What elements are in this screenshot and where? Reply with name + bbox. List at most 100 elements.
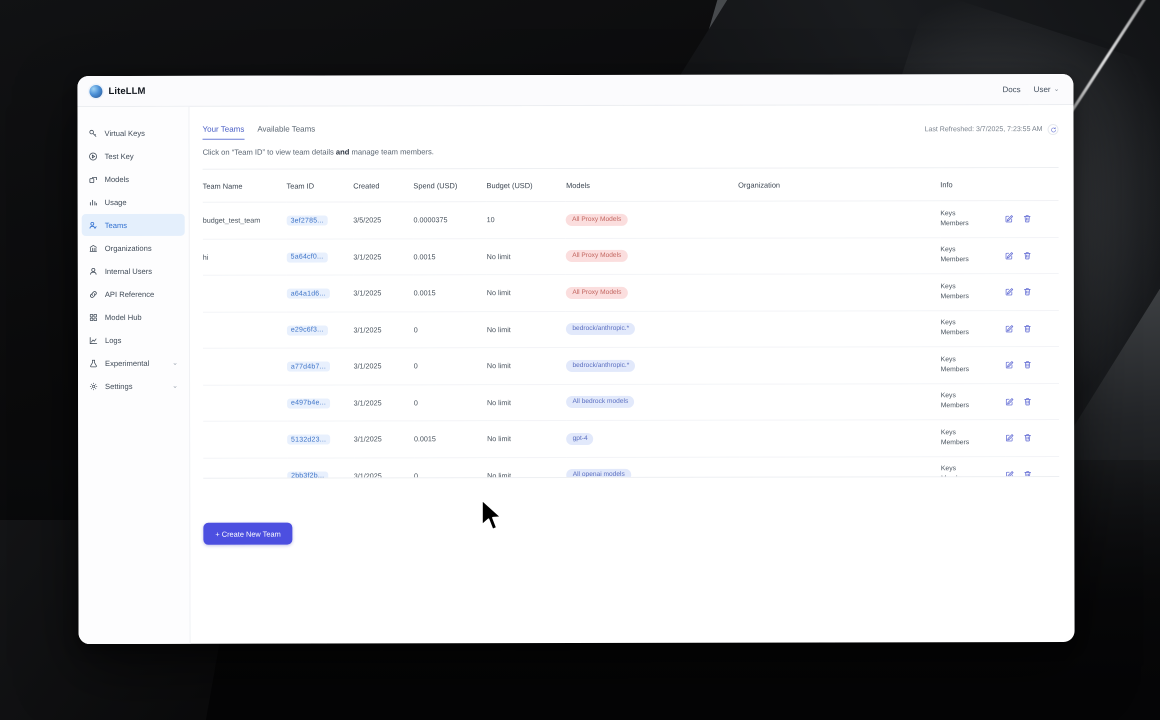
team-id-link[interactable]: 5a64cf0...	[286, 252, 328, 263]
user-icon	[89, 267, 98, 276]
chevron-down-icon[interactable]: ⌄	[172, 359, 179, 367]
cell-created: 3/1/2025	[353, 457, 415, 479]
cell-team-id: e497b4e...	[286, 384, 354, 422]
delete-team-button[interactable]	[1023, 287, 1032, 296]
edit-team-button[interactable]	[1005, 360, 1014, 369]
sidebar-item-usage[interactable]: Usage	[82, 191, 185, 213]
teams-table: Team Name Team ID Created Spend (USD) Budget…	[202, 167, 1060, 479]
table-row: 2bb3f2b... 3/1/2025 0 No limit All openai mo…	[203, 455, 1060, 479]
sidebar-item-logs[interactable]: Logs	[82, 329, 185, 351]
sidebar-item-label: Usage	[104, 197, 127, 207]
edit-team-button[interactable]	[1005, 287, 1014, 296]
cell-team-id: a77d4b7...	[286, 347, 354, 385]
cell-organization	[738, 383, 941, 421]
table-row: 5132d23... 3/1/2025 0.0015 No limit gpt-4 Key…	[203, 419, 1060, 458]
delete-team-button[interactable]	[1023, 433, 1032, 442]
column-header-created: Created	[353, 169, 414, 202]
create-new-team-button[interactable]: + Create New Team	[203, 522, 293, 545]
cell-team-id: 2bb3f2b...	[287, 457, 354, 479]
edit-team-button[interactable]	[1005, 397, 1014, 406]
play-circle-icon	[89, 152, 98, 161]
cell-created: 3/1/2025	[353, 347, 414, 385]
sidebar-item-test-key[interactable]: Test Key	[82, 145, 185, 167]
top-bar-actions: Docs User ⌄	[1002, 84, 1060, 94]
table-row: hi 5a64cf0... 3/1/2025 0.0015 No limit All Pr…	[202, 236, 1059, 276]
team-id-link[interactable]: e29c6f3...	[286, 325, 328, 336]
litellm-app-window: LiteLLM Docs User ⌄ Virtual Keys Test Key…	[77, 73, 1075, 645]
refresh-icon[interactable]	[1047, 123, 1059, 136]
row-action-group	[1005, 287, 1059, 296]
sidebar-item-api-reference[interactable]: API Reference	[82, 283, 185, 305]
cell-models: All Proxy Models	[566, 237, 739, 275]
model-badge: bedrock/anthropic.*	[566, 359, 636, 372]
info-line: Members	[940, 219, 969, 227]
row-action-group	[1005, 214, 1059, 223]
cell-models: All bedrock models	[566, 383, 739, 421]
sidebar-item-internal-users[interactable]: Internal Users	[82, 260, 185, 282]
team-id-link[interactable]: a64a1d6...	[286, 288, 330, 299]
sidebar-navigation: Virtual Keys Test Key Models Usage Teams Orga…	[77, 106, 191, 645]
teams-tabs: Your Teams Available Teams	[202, 124, 316, 140]
teams-table-scroll[interactable]: Team Name Team ID Created Spend (USD) Budget…	[202, 166, 1060, 479]
team-id-link[interactable]: 3ef2785...	[286, 215, 328, 226]
column-header-organization: Organization	[738, 168, 941, 202]
last-refreshed-label: Last Refreshed: 3/7/2025, 7:23:55 AM	[924, 126, 1043, 134]
cell-actions	[1004, 236, 1059, 274]
sidebar-item-teams[interactable]: Teams	[81, 213, 185, 237]
sidebar-item-label: Test Key	[104, 151, 134, 161]
delete-team-button[interactable]	[1023, 397, 1032, 406]
info-line: Keys	[940, 465, 957, 473]
cell-actions	[1005, 419, 1060, 457]
cell-actions	[1005, 346, 1060, 384]
cell-organization	[738, 310, 941, 348]
sidebar-item-label: Experimental	[104, 358, 150, 368]
page-header: Your Teams Available Teams Last Refreshed…	[202, 123, 1059, 140]
sidebar-item-models[interactable]: Models	[82, 168, 185, 190]
sidebar-item-settings[interactable]: Settings ⌄	[82, 375, 185, 397]
info-line: Keys	[940, 246, 956, 254]
cell-organization	[738, 346, 941, 384]
sidebar-item-experimental[interactable]: Experimental ⌄	[82, 352, 185, 374]
team-id-link[interactable]: 2bb3f2b...	[287, 471, 329, 479]
cell-models: gpt-4	[566, 420, 739, 458]
docs-link[interactable]: Docs	[1002, 84, 1021, 94]
users-icon	[89, 221, 98, 230]
user-menu[interactable]: User ⌄	[1034, 84, 1060, 94]
cell-created: 3/1/2025	[353, 384, 414, 421]
sidebar-item-model-hub[interactable]: Model Hub	[82, 306, 185, 328]
row-action-group	[1005, 324, 1059, 333]
last-refreshed-block: Last Refreshed: 3/7/2025, 7:23:55 AM	[924, 123, 1059, 136]
info-line: Members	[940, 365, 970, 373]
team-id-link[interactable]: a77d4b7...	[286, 361, 330, 372]
delete-team-button[interactable]	[1023, 360, 1032, 369]
chevron-down-icon[interactable]: ⌄	[172, 382, 179, 390]
delete-team-button[interactable]	[1023, 214, 1032, 223]
sidebar-item-organizations[interactable]: Organizations	[82, 237, 185, 259]
cell-team-id: 3ef2785...	[286, 201, 354, 239]
table-row: e29c6f3... 3/1/2025 0 No limit bedrock/anthr…	[202, 309, 1059, 349]
cell-budget: No limit	[487, 420, 567, 458]
edit-team-button[interactable]	[1005, 214, 1014, 223]
teams-table-header: Team Name Team ID Created Spend (USD) Budget…	[202, 167, 1059, 203]
team-id-link[interactable]: 5132d23...	[287, 434, 331, 445]
brand-logo[interactable]: LiteLLM	[89, 84, 146, 98]
tab-available-teams[interactable]: Available Teams	[257, 124, 316, 134]
column-header-budget-usd: Budget (USD)	[486, 169, 567, 202]
team-id-link[interactable]: e497b4e...	[286, 398, 331, 409]
edit-team-button[interactable]	[1005, 251, 1014, 260]
cell-actions	[1004, 273, 1059, 311]
delete-team-button[interactable]	[1023, 251, 1032, 260]
sidebar-item-label: Organizations	[104, 243, 152, 253]
cell-actions	[1005, 382, 1060, 420]
delete-team-button[interactable]	[1023, 324, 1032, 333]
cell-created: 3/1/2025	[353, 311, 414, 348]
sidebar-item-virtual-keys[interactable]: Virtual Keys	[82, 122, 185, 144]
edit-team-button[interactable]	[1005, 433, 1014, 442]
tab-your-teams[interactable]: Your Teams	[202, 124, 245, 140]
edit-team-button[interactable]	[1005, 324, 1014, 333]
